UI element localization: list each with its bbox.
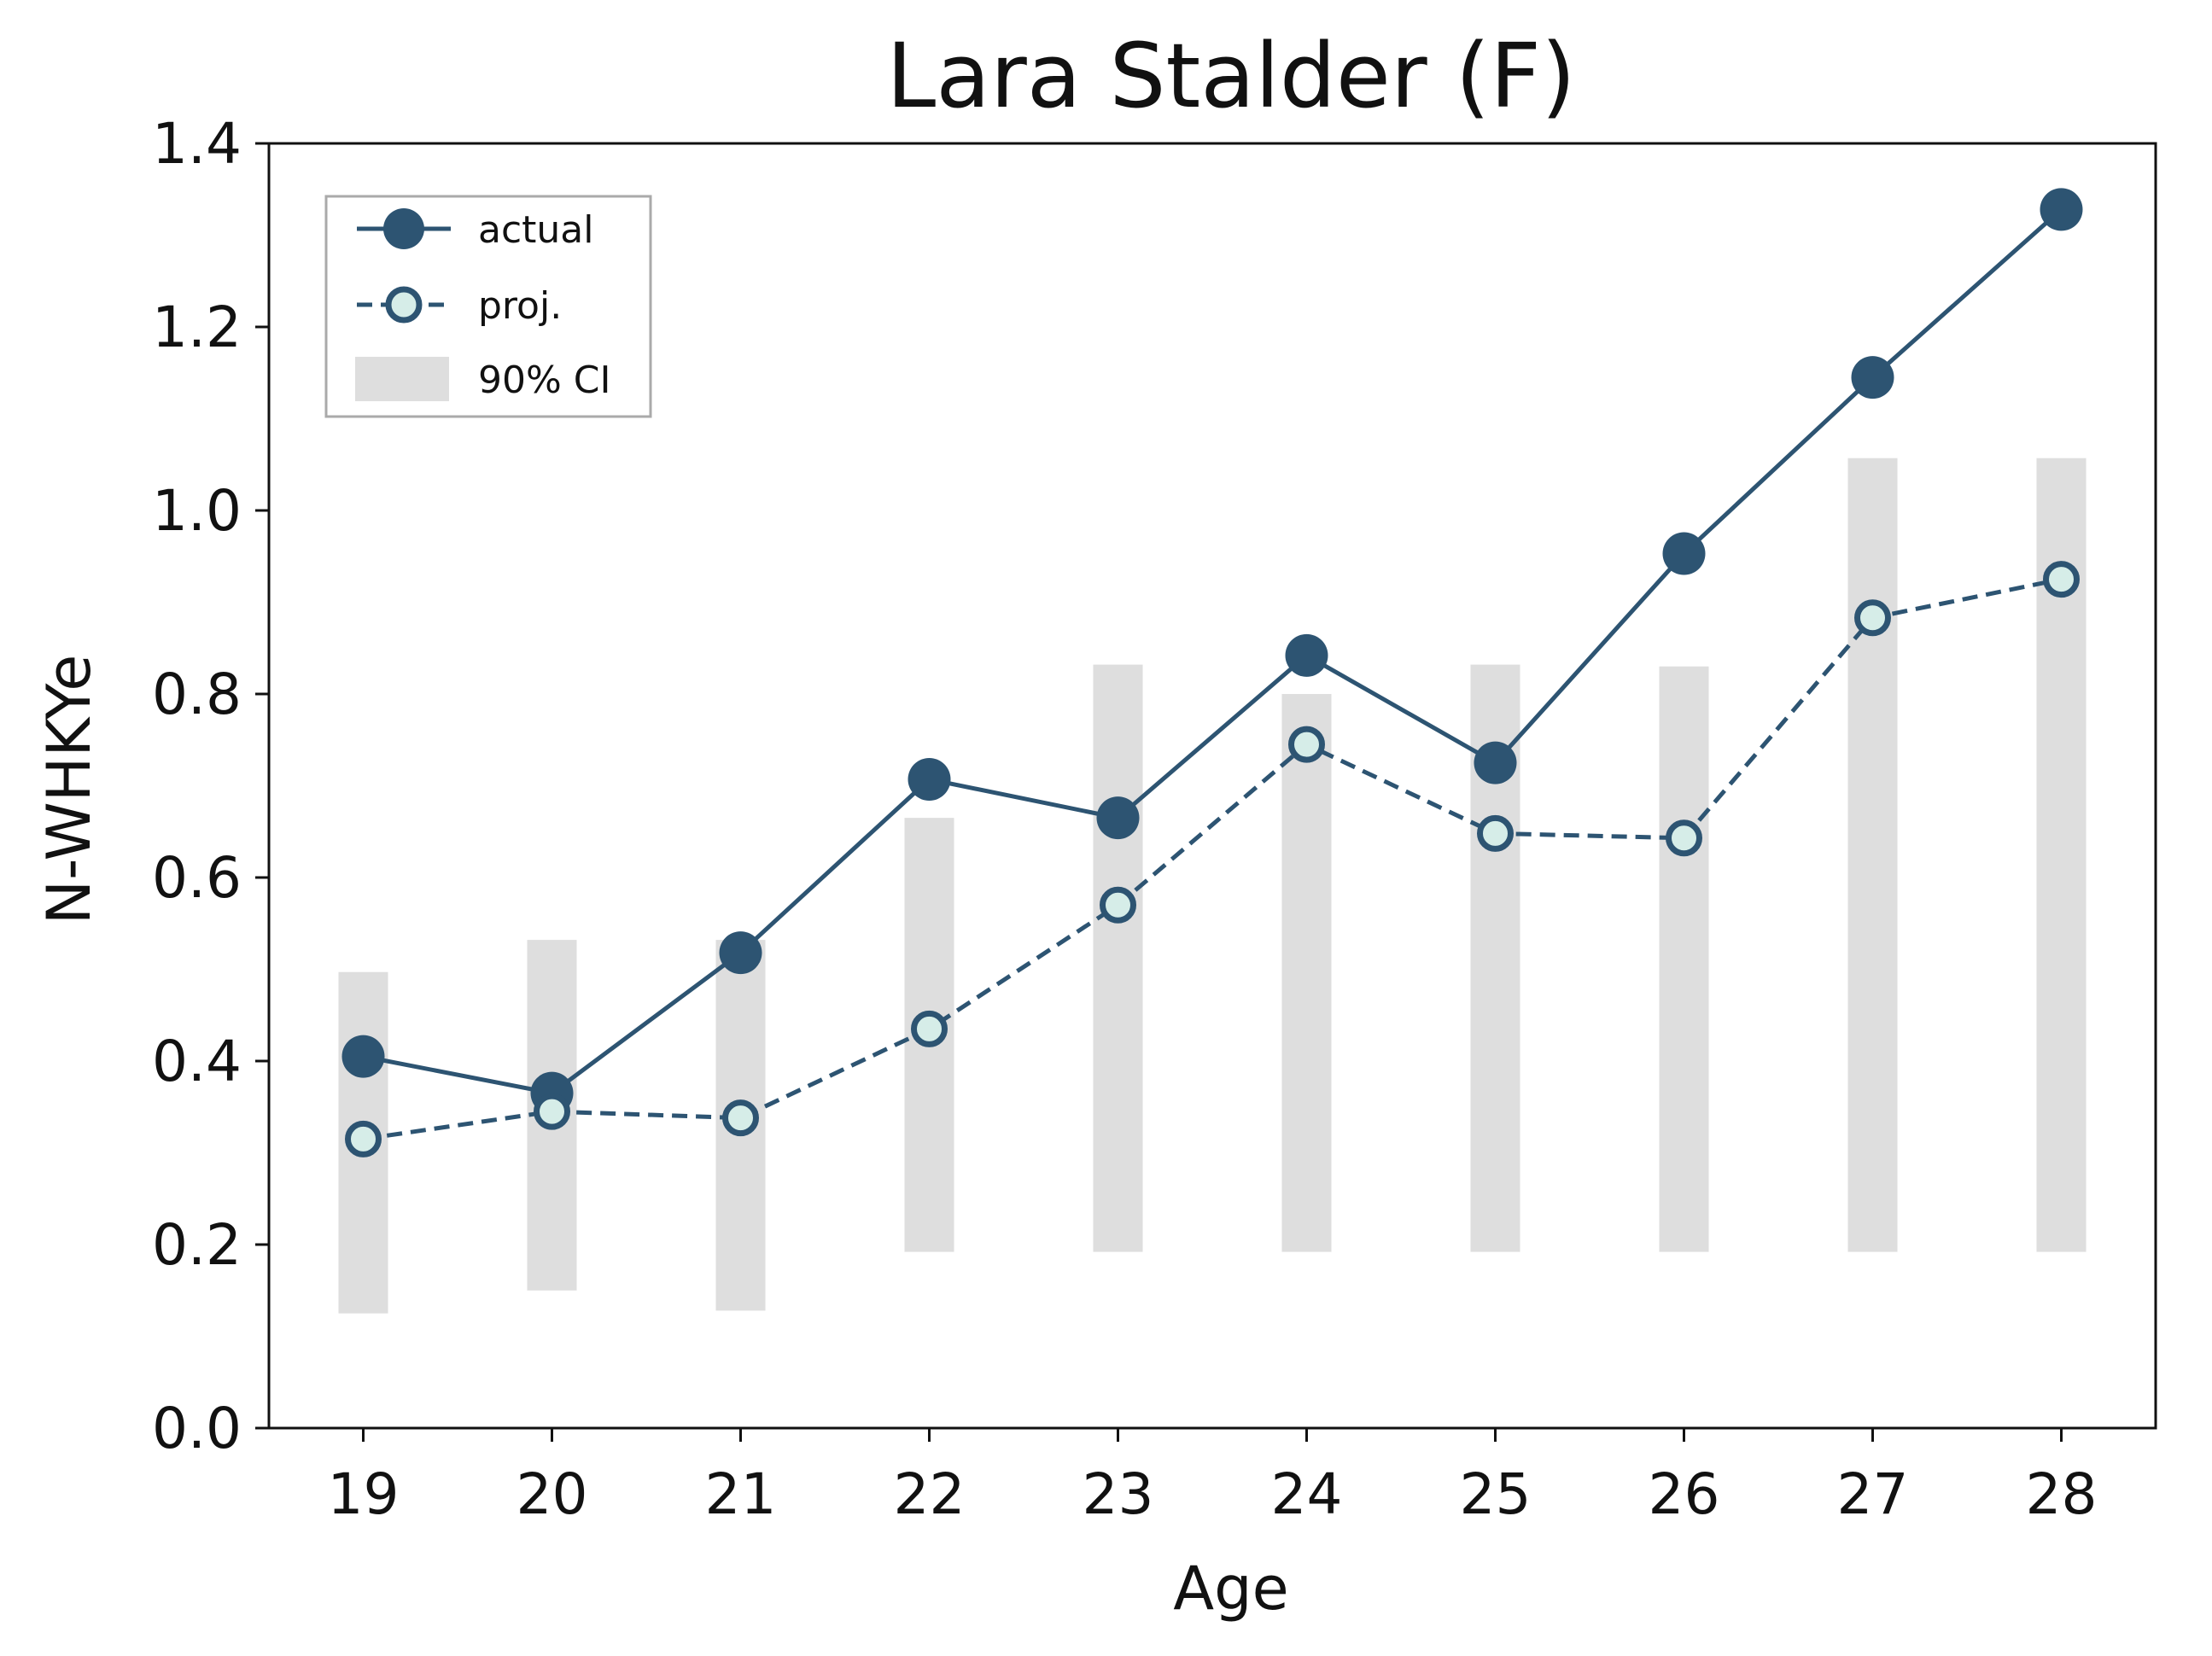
x-axis-ticks: 19 20 21 22 23 24 25 26 27 28 — [328, 1428, 2098, 1527]
actual-point-22 — [908, 757, 951, 801]
actual-point-21 — [719, 931, 762, 975]
series-lines — [363, 207, 2063, 1141]
x-tick-label-24: 24 — [1271, 1461, 1343, 1527]
ci-bars — [338, 458, 2087, 1314]
y-tick-label-1.4: 1.4 — [152, 111, 242, 177]
x-tick-label-20: 20 — [517, 1461, 588, 1527]
legend-swatch-actual-marker — [383, 208, 424, 249]
series-markers — [341, 188, 2083, 1157]
ci-bar-24 — [1281, 694, 1332, 1252]
x-tick-label-27: 27 — [1837, 1461, 1909, 1527]
legend-label-actual: actual — [478, 208, 593, 252]
y-tick-label-1.0: 1.0 — [152, 478, 242, 544]
proj-point-23 — [1100, 886, 1136, 924]
x-tick-label-25: 25 — [1460, 1461, 1532, 1527]
x-tick-label-22: 22 — [894, 1461, 966, 1527]
ci-bar-26 — [1659, 666, 1709, 1252]
y-tick-label-0.6: 0.6 — [152, 845, 242, 911]
y-axis-ticks: 0.0 0.2 0.4 0.6 0.8 1.0 1.2 1.4 — [152, 111, 269, 1461]
x-tick-label-21: 21 — [705, 1461, 777, 1527]
proj-point-22 — [911, 1010, 948, 1047]
legend-swatch-ci — [355, 357, 449, 401]
actual-point-28 — [2040, 188, 2083, 231]
actual-point-25 — [1474, 741, 1517, 784]
actual-point-27 — [1851, 356, 1894, 399]
ci-bar-23 — [1093, 664, 1143, 1252]
series-line-proj — [363, 577, 2063, 1141]
proj-point-19 — [345, 1120, 382, 1157]
x-tick-label-26: 26 — [1649, 1461, 1720, 1527]
y-tick-label-0.8: 0.8 — [152, 662, 242, 727]
series-line-actual — [363, 207, 2063, 1096]
y-tick-label-0.4: 0.4 — [152, 1029, 242, 1094]
x-tick-label-23: 23 — [1083, 1461, 1154, 1527]
actual-point-23 — [1096, 796, 1140, 840]
legend-swatch-proj-marker — [385, 286, 423, 324]
proj-point-25 — [1477, 814, 1514, 852]
proj-point-24 — [1288, 726, 1325, 763]
x-tick-label-19: 19 — [328, 1461, 400, 1527]
actual-point-19 — [341, 1035, 385, 1078]
proj-point-21 — [722, 1099, 759, 1137]
legend-label-proj: proj. — [478, 284, 562, 328]
proj-point-28 — [2043, 561, 2080, 598]
proj-point-26 — [1666, 819, 1702, 857]
chart-title: Lara Stalder (F) — [886, 24, 1575, 128]
x-tick-label-28: 28 — [2026, 1461, 2098, 1527]
proj-point-27 — [1854, 599, 1891, 637]
legend: actual proj. 90% CI — [324, 195, 652, 418]
x-axis-label: Age — [1173, 1554, 1288, 1624]
actual-point-26 — [1662, 532, 1706, 575]
y-tick-label-0.0: 0.0 — [152, 1396, 242, 1461]
proj-point-20 — [534, 1093, 570, 1130]
ci-bar-27 — [1847, 458, 1898, 1252]
y-tick-label-0.2: 0.2 — [152, 1212, 242, 1278]
legend-label-ci: 90% CI — [478, 359, 610, 402]
y-tick-label-1.2: 1.2 — [152, 294, 242, 360]
actual-point-24 — [1285, 633, 1328, 677]
y-axis-label: N-WHKYe — [34, 655, 104, 925]
plot-frame — [267, 142, 2157, 1430]
